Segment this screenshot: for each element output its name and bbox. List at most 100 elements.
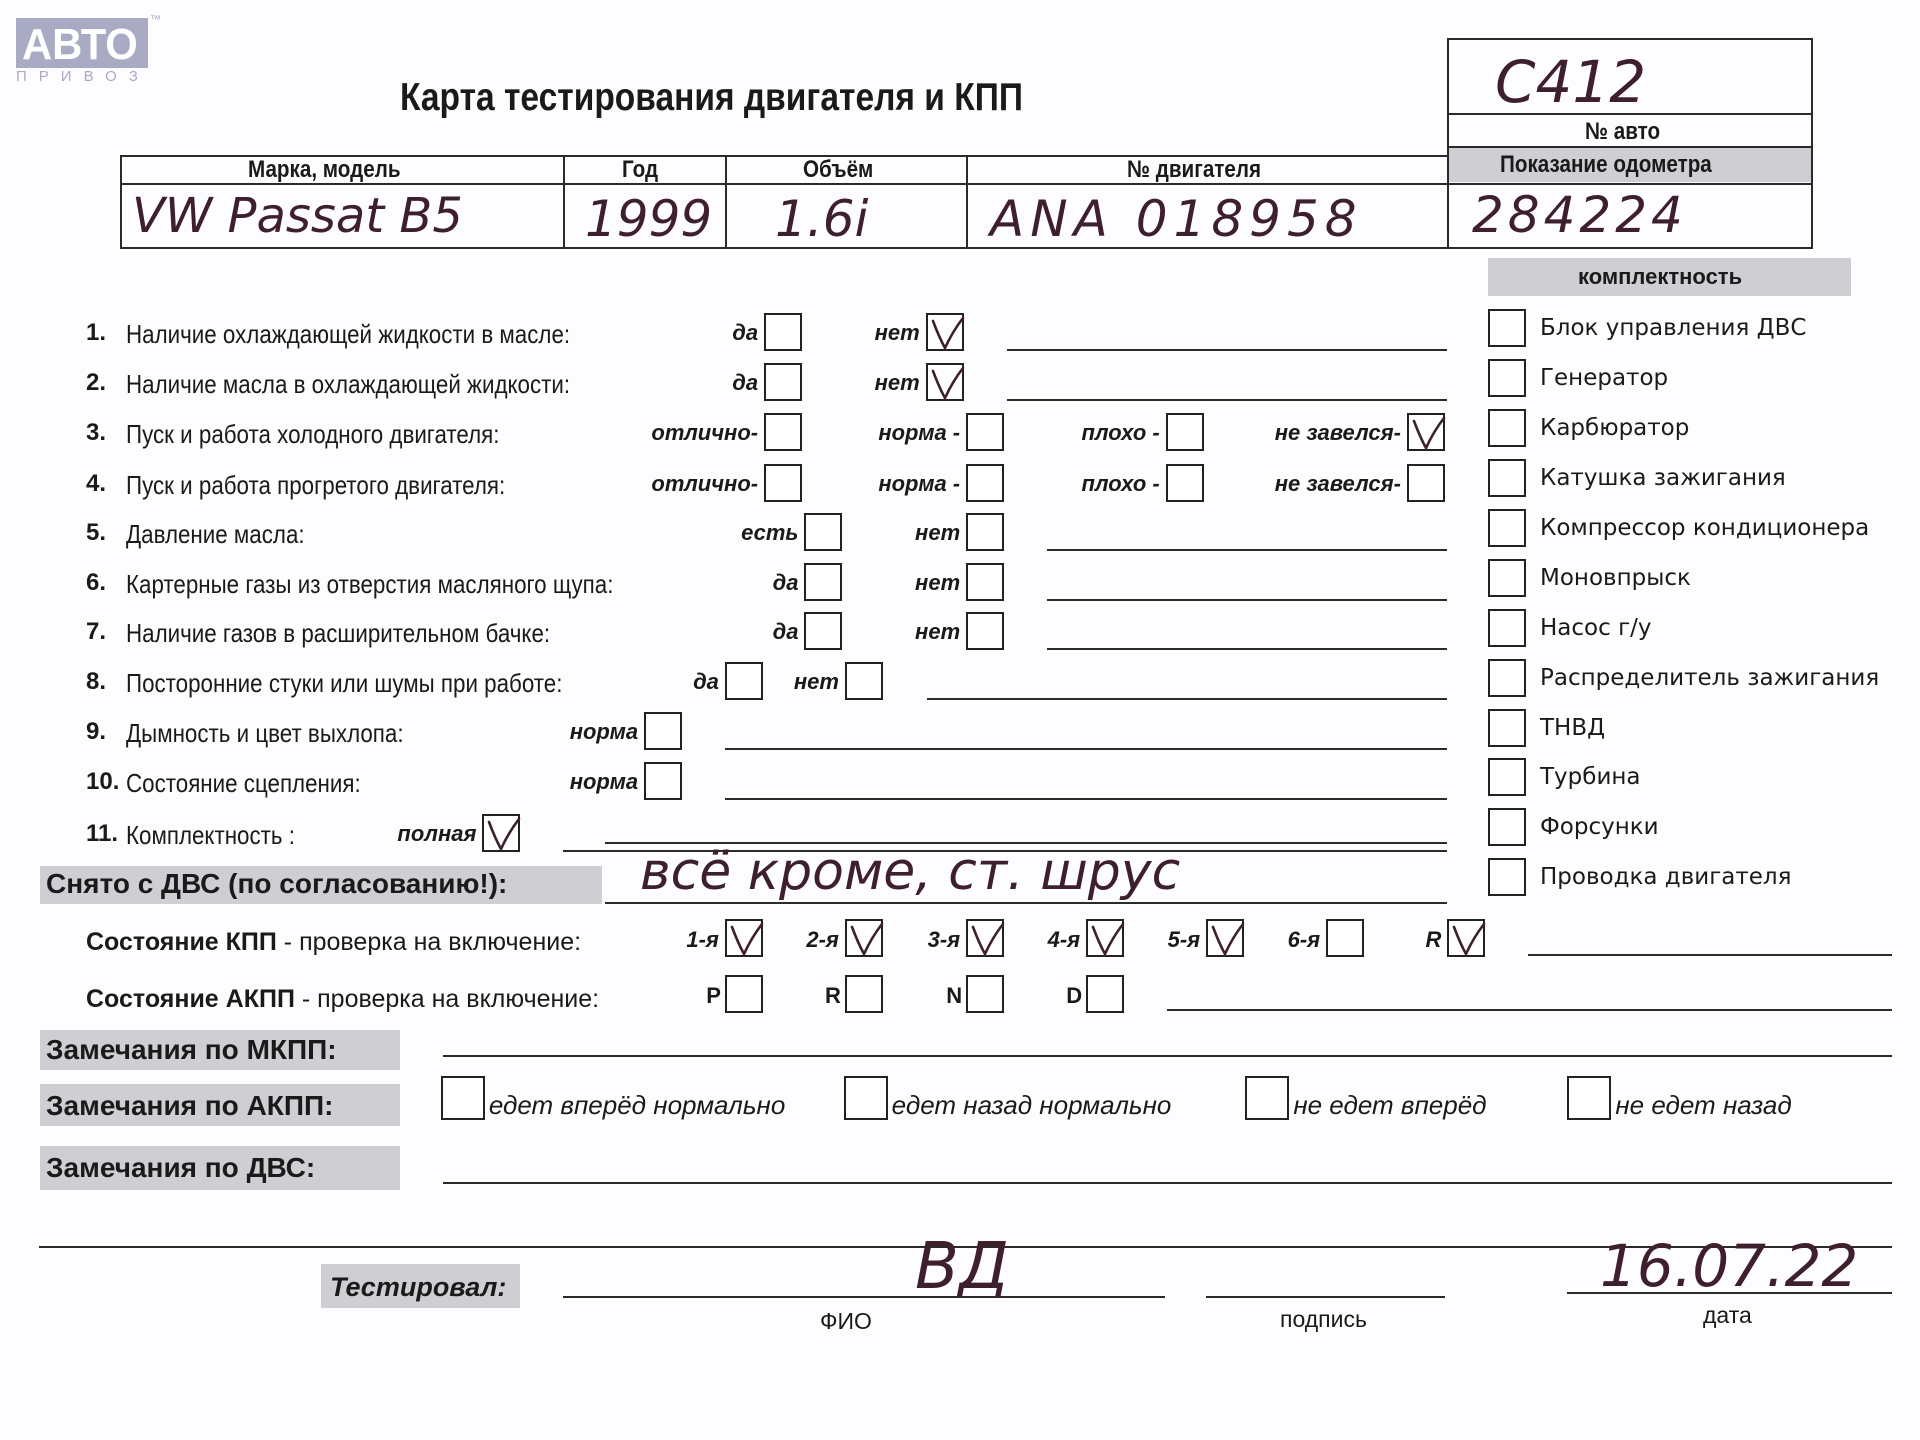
checklist-label: Состояние сцепления: xyxy=(126,768,361,799)
completeness-checkbox[interactable] xyxy=(1488,558,1526,597)
checkbox-4-1[interactable] xyxy=(764,463,803,502)
completeness-checkbox[interactable] xyxy=(1488,608,1526,647)
checklist-number: 4. xyxy=(86,469,107,497)
position-checkbox-R[interactable] xyxy=(844,974,883,1013)
checklist-label: Наличие газов в расширительном бачке: xyxy=(126,617,551,648)
option-label: норма - xyxy=(878,420,961,446)
completeness-checkbox[interactable] xyxy=(1488,808,1526,847)
answer-line[interactable] xyxy=(926,698,1447,701)
gear-checkbox-3[interactable] xyxy=(966,919,1005,958)
year-value: 1999 xyxy=(585,190,713,248)
checkbox-1-2[interactable] xyxy=(925,313,965,352)
odometer-value: 284224 xyxy=(1472,186,1687,244)
option-label: норма xyxy=(569,769,639,795)
date-field[interactable] xyxy=(1567,1292,1892,1294)
completeness-checkbox[interactable] xyxy=(1488,758,1526,797)
manual-gearbox-label-bold: Состояние КПП xyxy=(86,928,277,956)
option-label: отлично- xyxy=(651,420,759,446)
gear-checkbox-1[interactable] xyxy=(724,919,764,958)
checklist-label: Пуск и работа прогретого двигателя: xyxy=(126,469,506,500)
position-checkbox-D[interactable] xyxy=(1086,974,1125,1013)
completeness-checkbox[interactable] xyxy=(1488,459,1526,498)
auto-remark-checkbox[interactable] xyxy=(1567,1076,1612,1120)
checkbox-4-4[interactable] xyxy=(1406,463,1445,502)
auto-remark-checkbox[interactable] xyxy=(1245,1076,1290,1120)
completeness-item-label: Катушка зажигания xyxy=(1540,465,1786,492)
gear-checkbox-2[interactable] xyxy=(844,919,884,958)
answer-line[interactable] xyxy=(1046,548,1447,551)
completeness-checkbox[interactable] xyxy=(1488,658,1526,697)
remarks-manual-field[interactable] xyxy=(443,1055,1892,1057)
completeness-checkbox[interactable] xyxy=(1488,858,1526,897)
checklist-label: Давление масла: xyxy=(126,518,305,549)
checklist-number: 7. xyxy=(86,617,107,645)
auto-remark-label: не едет назад xyxy=(1615,1090,1792,1120)
checkbox-5-2[interactable] xyxy=(966,512,1005,551)
signature-field[interactable] xyxy=(1206,1296,1445,1298)
gear-checkbox-6[interactable] xyxy=(1326,919,1365,958)
gear-checkbox-4[interactable] xyxy=(1086,919,1125,958)
checkbox-3-4[interactable] xyxy=(1406,413,1446,452)
checkbox-10-1[interactable] xyxy=(644,762,683,801)
checkbox-8-2[interactable] xyxy=(844,662,883,701)
col-header-model: Марка, модель xyxy=(248,156,401,183)
answer-line[interactable] xyxy=(1046,598,1447,601)
gear-checkbox-7[interactable] xyxy=(1447,919,1486,958)
option-label: да xyxy=(693,669,719,695)
checkbox-6-2[interactable] xyxy=(966,562,1005,601)
checkbox-8-1[interactable] xyxy=(724,662,763,701)
completeness-item-label: Моновпрыск xyxy=(1540,564,1691,591)
completeness-item-label: Карбюратор xyxy=(1540,415,1690,442)
auto-remark-checkbox[interactable] xyxy=(440,1076,485,1120)
checkbox-9-1[interactable] xyxy=(644,712,683,751)
completeness-checkbox[interactable] xyxy=(1488,409,1526,448)
date-value: 16.07.22 xyxy=(1600,1232,1859,1300)
check-mark-icon xyxy=(1211,923,1245,958)
checkbox-7-1[interactable] xyxy=(804,611,843,650)
position-checkbox-P[interactable] xyxy=(724,974,763,1013)
gear-checkbox-5[interactable] xyxy=(1206,919,1245,958)
checkbox-3-3[interactable] xyxy=(1165,413,1204,452)
check-mark-icon xyxy=(931,366,965,402)
answer-line[interactable] xyxy=(563,849,1447,852)
completeness-checkbox[interactable] xyxy=(1488,309,1526,348)
col-header-year: Год xyxy=(622,156,659,183)
answer-line[interactable] xyxy=(1006,349,1447,352)
name-field[interactable] xyxy=(563,1296,1165,1298)
answer-line[interactable] xyxy=(1006,399,1447,402)
logo-text: АВТО xyxy=(22,20,138,69)
checkbox-7-2[interactable] xyxy=(966,611,1005,650)
auto-gearbox-label-rest: - проверка на включение: xyxy=(294,985,600,1013)
auto-remark-checkbox[interactable] xyxy=(843,1076,888,1120)
checkbox-5-1[interactable] xyxy=(804,512,843,551)
completeness-checkbox[interactable] xyxy=(1488,508,1526,547)
option-label: отлично- xyxy=(651,470,759,496)
auto-gearbox-label: Состояние АКПП - проверка на включение: xyxy=(86,985,599,1014)
checkbox-4-3[interactable] xyxy=(1165,463,1204,502)
completeness-checkbox[interactable] xyxy=(1488,708,1526,747)
position-label: D xyxy=(1066,982,1083,1008)
checkbox-3-1[interactable] xyxy=(764,413,803,452)
checkbox-3-2[interactable] xyxy=(966,413,1005,452)
checkbox-2-1[interactable] xyxy=(764,363,803,402)
remarks-engine-field[interactable] xyxy=(443,1182,1892,1184)
remarks-auto-label: Замечания по АКПП: xyxy=(46,1090,334,1121)
checkbox-2-2[interactable] xyxy=(925,363,965,402)
answer-line[interactable] xyxy=(1046,647,1447,650)
checkbox-6-1[interactable] xyxy=(804,562,843,601)
removed-label: Снято с ДВС (по согласованию!): xyxy=(46,868,508,899)
position-label: R xyxy=(825,982,841,1008)
checkbox-11-1[interactable] xyxy=(482,813,521,852)
checklist-label: Наличие охлаждающей жидкости в масле: xyxy=(126,319,571,350)
position-checkbox-N[interactable] xyxy=(966,974,1005,1013)
checklist-number: 3. xyxy=(86,419,107,447)
answer-line[interactable] xyxy=(724,798,1447,801)
option-label: нет xyxy=(793,669,839,695)
signature-label: подпись xyxy=(1280,1306,1367,1332)
answer-line[interactable] xyxy=(724,748,1447,751)
option-label: нет xyxy=(915,618,961,644)
completeness-checkbox[interactable] xyxy=(1488,359,1526,398)
checkbox-1-1[interactable] xyxy=(764,313,803,352)
checkbox-4-2[interactable] xyxy=(966,463,1005,502)
option-label: норма xyxy=(569,719,639,745)
